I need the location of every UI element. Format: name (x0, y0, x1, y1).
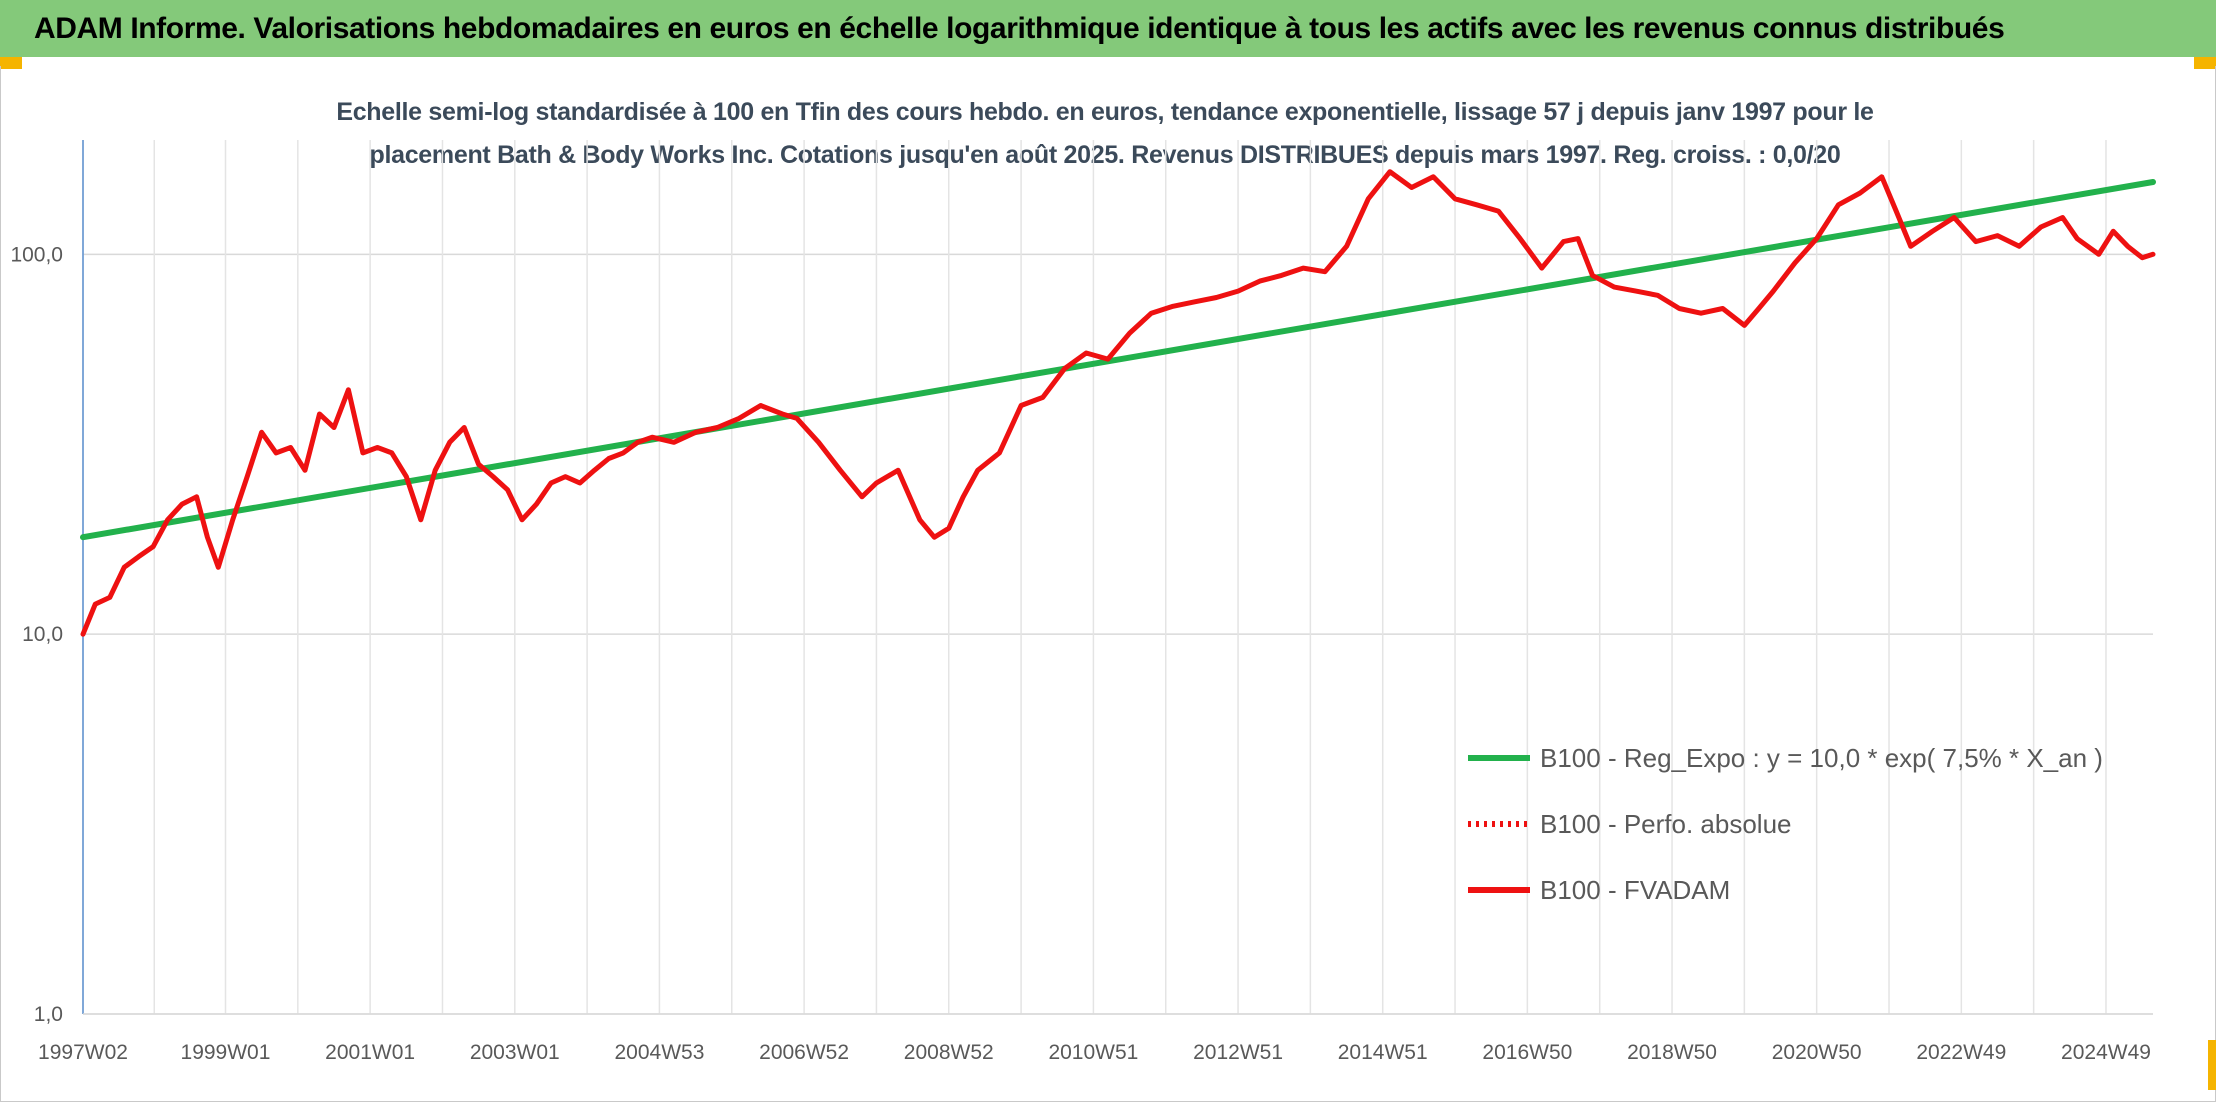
fvadam-series-line (80, 169, 2156, 637)
x-tick-label: 2016W50 (1482, 1041, 1572, 1064)
x-tick-label: 2012W51 (1193, 1041, 1283, 1064)
x-tick-label: 2020W50 (1772, 1041, 1862, 1064)
x-tick-label: 2010W51 (1048, 1041, 1138, 1064)
chart-grid (82, 140, 2153, 1015)
report-banner-title: ADAM Informe. Valorisations hebdomadaire… (0, 0, 2216, 57)
chart-title-line-2: placement Bath & Body Works Inc. Cotatio… (369, 141, 1841, 169)
legend-label: B100 - Reg_Expo : y = 10,0 * exp( 7,5% *… (1540, 743, 2103, 773)
x-tick-label: 1999W01 (181, 1041, 271, 1064)
x-tick-label: 2014W51 (1338, 1041, 1428, 1064)
trend-series-line (80, 179, 2156, 541)
x-tick-label: 2004W53 (614, 1041, 704, 1064)
frame-side-accent (2208, 1040, 2216, 1090)
y-tick-label: 1,0 (34, 1003, 63, 1026)
y-tick-label: 100,0 (10, 243, 63, 266)
x-tick-label: 2001W01 (325, 1041, 415, 1064)
chart-axes: 1,0 10,0 100,0 1997W02 1999W01 2001W01 2003W01… (10, 140, 2153, 1064)
x-tick-label: 2024W49 (2061, 1041, 2151, 1064)
chart-series (80, 169, 2156, 637)
x-tick-label: 2003W01 (470, 1041, 560, 1064)
chart-title-line-1: Echelle semi-log standardisée à 100 en T… (336, 98, 1874, 126)
x-tick-label: 2008W52 (904, 1041, 994, 1064)
x-tick-label: 2022W49 (1916, 1041, 2006, 1064)
x-tick-label: 2018W50 (1627, 1041, 1717, 1064)
x-tick-label: 2006W52 (759, 1041, 849, 1064)
chart-legend: B100 - Reg_Expo : y = 10,0 * exp( 7,5% *… (1468, 743, 2103, 905)
y-tick-label: 10,0 (22, 623, 63, 646)
banner-corner-accent-right (2194, 57, 2216, 69)
legend-label: B100 - FVADAM (1540, 875, 1730, 905)
x-tick-label: 1997W02 (38, 1041, 128, 1064)
banner-corner-accent-left (0, 57, 22, 69)
legend-label: B100 - Perfo. absolue (1540, 809, 1792, 839)
